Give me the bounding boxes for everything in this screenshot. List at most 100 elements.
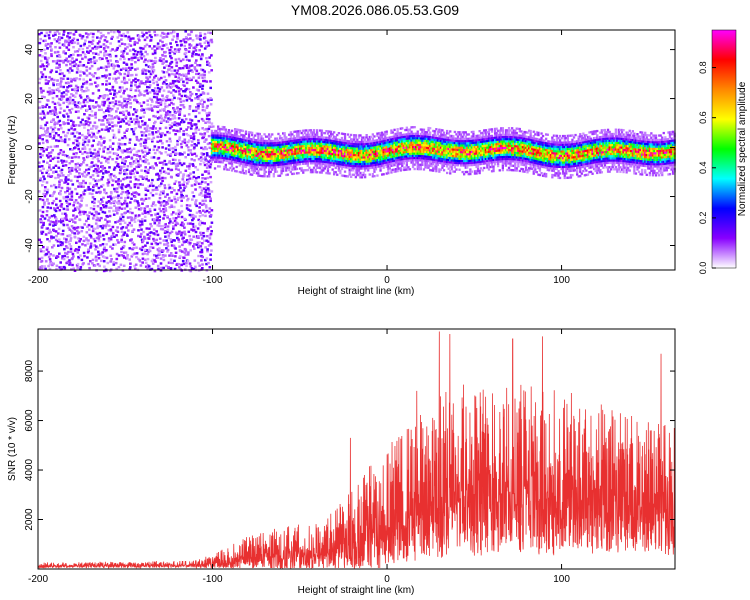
spectrogram-cell xyxy=(88,266,91,270)
spectrogram-cell xyxy=(224,128,227,131)
spectrogram-cell xyxy=(95,169,99,172)
spectrogram-cell xyxy=(176,198,179,201)
spectrogram-cell xyxy=(93,264,97,267)
spectrogram-cell xyxy=(246,146,249,149)
spectrogram-cell xyxy=(294,154,297,158)
spectrogram-cell xyxy=(124,191,128,194)
spectrogram-cell xyxy=(137,234,140,238)
spectrogram-cell xyxy=(299,143,302,146)
spectrogram-cell xyxy=(120,186,123,189)
spectrogram-cell xyxy=(181,58,185,61)
spectrogram-cell xyxy=(291,142,294,145)
spectrogram-cell xyxy=(316,160,319,163)
spectrogram-cell xyxy=(116,60,119,63)
spectrogram-cell xyxy=(148,86,151,89)
spectrogram-cell xyxy=(147,168,150,171)
spectrogram-cell xyxy=(336,147,339,150)
spectrogram-cell xyxy=(66,246,69,249)
spectrogram-cell xyxy=(213,140,217,144)
spectrogram-cell xyxy=(141,212,144,215)
spectrogram-cell xyxy=(98,147,101,151)
spectrogram-cell xyxy=(331,159,334,162)
spectrogram-cell xyxy=(257,174,260,177)
spectrogram-cell xyxy=(207,187,210,190)
spectrogram-cell xyxy=(202,136,205,139)
spectrogram-cell xyxy=(83,147,87,150)
spectrogram-cell xyxy=(261,157,265,160)
spectrogram-cell xyxy=(353,142,356,146)
spectrogram-cell xyxy=(203,132,207,135)
spectrogram-cell xyxy=(89,175,93,179)
spectrogram-cell xyxy=(113,116,117,119)
spectrogram-cell xyxy=(210,136,214,139)
spectrogram-cell xyxy=(56,59,60,62)
spectrogram-cell xyxy=(227,140,231,143)
spectrogram-cell xyxy=(235,150,238,153)
spectrogram-cell xyxy=(204,186,208,189)
spectrogram-cell xyxy=(221,145,224,148)
spectrogram-cell xyxy=(345,148,348,151)
spectrogram-cell xyxy=(190,64,194,67)
spectrogram-cell xyxy=(189,64,192,68)
spectrogram-cell xyxy=(178,123,181,126)
spectrogram-cell xyxy=(137,89,141,92)
spectrogram-cell xyxy=(146,252,149,256)
spectrogram-cell xyxy=(326,145,330,148)
spectrogram-cell xyxy=(309,155,313,158)
spectrogram-cell xyxy=(359,154,362,157)
spectrogram-cell xyxy=(342,141,345,144)
spectrogram-cell xyxy=(200,152,204,155)
spectrogram-cell xyxy=(120,219,123,222)
spectrogram-cell xyxy=(147,129,151,133)
spectrogram-cell xyxy=(79,266,83,269)
spectrogram-cell xyxy=(111,142,115,145)
spectrogram-cell xyxy=(134,110,138,114)
spectrogram-cell xyxy=(346,166,350,169)
spectrogram-cell xyxy=(289,135,292,138)
spectrogram-cell xyxy=(101,167,105,171)
spectrogram-cell xyxy=(55,95,59,98)
spectrogram-cell xyxy=(212,154,215,157)
spectrogram-cell xyxy=(329,157,333,160)
spectrogram-cell xyxy=(246,144,249,147)
spectrogram-cell xyxy=(294,139,297,142)
spectrogram-cell xyxy=(155,230,158,233)
spectrogram-cell xyxy=(86,95,89,98)
spectrogram-cell xyxy=(255,161,258,164)
spectrogram-cell xyxy=(147,65,151,68)
spectrogram-cell xyxy=(325,165,328,168)
spectrogram-cell xyxy=(150,35,153,39)
spectrogram-cell xyxy=(266,139,269,143)
spectrogram-cell xyxy=(331,139,334,143)
spectrogram-cell xyxy=(79,268,82,271)
spectrogram-cell xyxy=(153,254,156,257)
spectrogram-cell xyxy=(187,126,190,129)
spectrogram-cell xyxy=(54,60,58,63)
spectrogram-cell xyxy=(311,155,314,158)
spectrogram-cell xyxy=(230,140,234,143)
spectrogram-cell xyxy=(274,141,277,145)
spectrogram-cell xyxy=(308,133,311,136)
spectrogram-cell xyxy=(257,165,260,168)
spectrogram-cell xyxy=(160,250,164,253)
spectrogram-cell xyxy=(60,36,64,40)
spectrogram-cell xyxy=(238,170,241,174)
spectrogram-cell xyxy=(111,129,115,132)
spectrogram-cell xyxy=(109,260,112,263)
spectrogram-cell xyxy=(166,105,169,108)
spectrogram-cell xyxy=(367,164,370,168)
spectrogram-cell xyxy=(288,133,291,136)
spectrogram-cell xyxy=(306,131,309,134)
spectrogram-cell xyxy=(119,120,123,123)
spectrogram-cell xyxy=(165,140,169,143)
spectrogram-cell xyxy=(174,180,178,183)
spectrogram-cell xyxy=(303,151,306,154)
spectrogram-cell xyxy=(66,154,69,158)
spectrogram-cell xyxy=(306,162,309,165)
spectrogram-cell xyxy=(53,183,56,187)
spectrogram-cell xyxy=(180,199,183,202)
spectrogram-cell xyxy=(45,248,49,251)
spectrogram-cell xyxy=(144,166,147,169)
spectrogram-cell xyxy=(209,214,213,217)
spectrogram-cell xyxy=(92,204,96,208)
